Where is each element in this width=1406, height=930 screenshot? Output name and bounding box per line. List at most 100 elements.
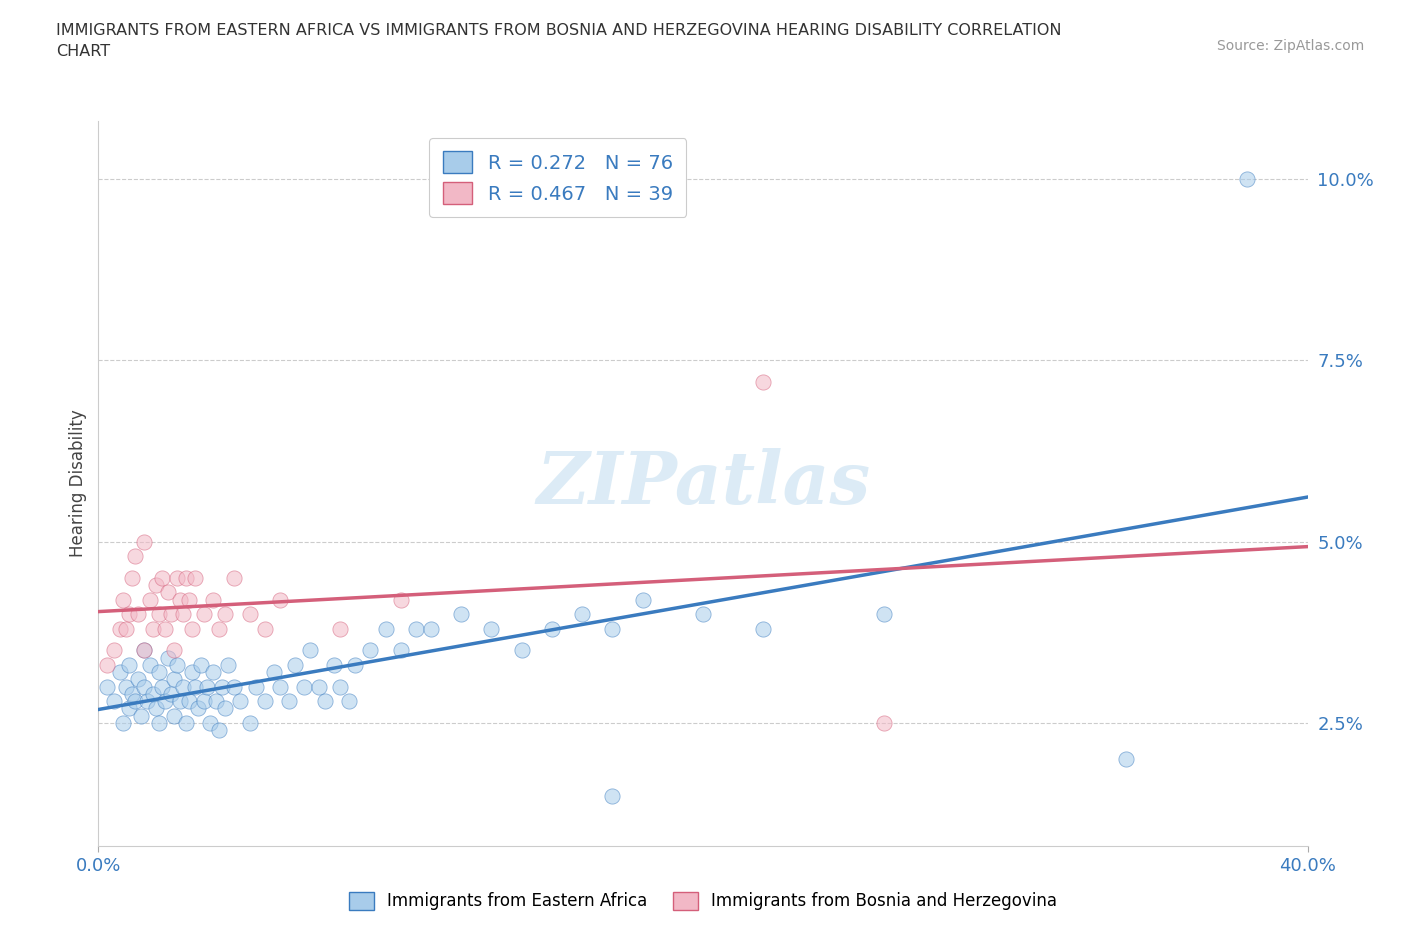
Point xyxy=(142,686,165,701)
Point xyxy=(108,621,131,636)
Point xyxy=(481,621,503,636)
Point xyxy=(96,658,118,672)
Point xyxy=(873,715,896,730)
Point xyxy=(1236,171,1258,186)
Point xyxy=(214,701,236,716)
Point xyxy=(540,621,562,636)
Point xyxy=(181,665,204,680)
Point xyxy=(145,578,167,592)
Point xyxy=(153,621,176,636)
Point xyxy=(314,694,336,709)
Point xyxy=(277,694,299,709)
Point xyxy=(174,570,197,585)
Point xyxy=(208,723,231,737)
Point xyxy=(200,715,222,730)
Point xyxy=(156,650,179,665)
Legend: R = 0.272   N = 76, R = 0.467   N = 39: R = 0.272 N = 76, R = 0.467 N = 39 xyxy=(429,138,686,218)
Point xyxy=(420,621,443,636)
Point xyxy=(284,658,307,672)
Point xyxy=(127,672,149,687)
Point xyxy=(148,606,170,621)
Point xyxy=(163,672,186,687)
Point xyxy=(132,534,155,549)
Point xyxy=(121,686,143,701)
Point xyxy=(211,679,233,694)
Point xyxy=(374,621,396,636)
Point xyxy=(132,679,155,694)
Point xyxy=(253,694,276,709)
Point xyxy=(389,592,412,607)
Point xyxy=(163,709,186,724)
Point xyxy=(118,606,141,621)
Point xyxy=(181,621,204,636)
Point xyxy=(224,679,246,694)
Point xyxy=(323,658,346,672)
Point xyxy=(292,679,315,694)
Point xyxy=(202,592,225,607)
Point xyxy=(135,694,157,709)
Point xyxy=(111,715,134,730)
Point xyxy=(150,679,173,694)
Point xyxy=(329,679,352,694)
Point xyxy=(269,679,291,694)
Point xyxy=(118,658,141,672)
Point xyxy=(132,643,155,658)
Point xyxy=(127,606,149,621)
Point xyxy=(195,679,218,694)
Point xyxy=(202,665,225,680)
Point xyxy=(752,375,775,390)
Point xyxy=(602,788,624,803)
Point xyxy=(184,679,207,694)
Point xyxy=(179,592,201,607)
Point xyxy=(139,658,162,672)
Point xyxy=(118,701,141,716)
Point xyxy=(360,643,382,658)
Legend: Immigrants from Eastern Africa, Immigrants from Bosnia and Herzegovina: Immigrants from Eastern Africa, Immigran… xyxy=(343,885,1063,917)
Point xyxy=(156,585,179,600)
Point xyxy=(172,606,194,621)
Point xyxy=(389,643,412,658)
Point xyxy=(114,621,136,636)
Point xyxy=(245,679,267,694)
Point xyxy=(148,715,170,730)
Point xyxy=(132,643,155,658)
Point xyxy=(193,606,215,621)
Text: IMMIGRANTS FROM EASTERN AFRICA VS IMMIGRANTS FROM BOSNIA AND HERZEGOVINA HEARING: IMMIGRANTS FROM EASTERN AFRICA VS IMMIGR… xyxy=(56,23,1062,60)
Text: ZIPatlas: ZIPatlas xyxy=(536,448,870,519)
Point xyxy=(121,570,143,585)
Point xyxy=(752,621,775,636)
Point xyxy=(239,606,262,621)
Point xyxy=(187,701,209,716)
Point xyxy=(208,621,231,636)
Point xyxy=(184,570,207,585)
Point xyxy=(239,715,262,730)
Point xyxy=(96,679,118,694)
Point xyxy=(174,715,197,730)
Point xyxy=(193,694,215,709)
Point xyxy=(224,570,246,585)
Point xyxy=(873,606,896,621)
Point xyxy=(166,658,188,672)
Point xyxy=(510,643,533,658)
Point xyxy=(145,701,167,716)
Point xyxy=(205,694,228,709)
Point xyxy=(124,549,146,564)
Point xyxy=(450,606,472,621)
Point xyxy=(153,694,176,709)
Point xyxy=(344,658,367,672)
Point xyxy=(163,643,186,658)
Point xyxy=(148,665,170,680)
Point xyxy=(108,665,131,680)
Point xyxy=(169,694,191,709)
Point xyxy=(299,643,322,658)
Point xyxy=(111,592,134,607)
Point xyxy=(263,665,285,680)
Point xyxy=(692,606,714,621)
Point xyxy=(172,679,194,694)
Point xyxy=(405,621,427,636)
Point xyxy=(571,606,593,621)
Point xyxy=(337,694,360,709)
Point xyxy=(129,709,152,724)
Point xyxy=(169,592,191,607)
Point xyxy=(214,606,236,621)
